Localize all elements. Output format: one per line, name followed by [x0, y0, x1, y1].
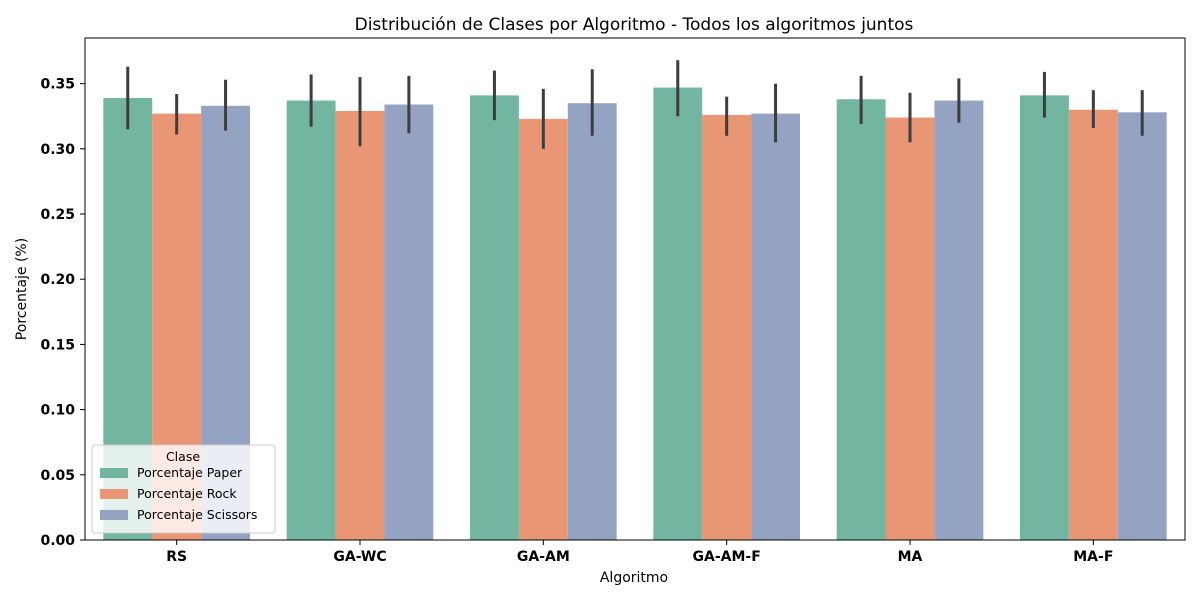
x-tick-label: GA-AM-F [693, 549, 761, 565]
legend: Clase Porcentaje Paper Porcentaje Rock Por… [91, 444, 276, 534]
y-tick-label: 0.15 [40, 337, 75, 353]
bar-ga-wc-2 [335, 111, 385, 540]
x-axis-label: Algoritmo [600, 570, 668, 586]
x-tick-label: GA-AM [517, 549, 570, 565]
bar-ga-am-f-2 [702, 114, 752, 540]
bar-ga-am-3 [567, 103, 617, 541]
bar-ma-f-2 [1068, 109, 1118, 540]
bar-ga-am-2 [518, 118, 568, 541]
bar-ma-f-3 [1117, 112, 1167, 540]
legend-title: Clase [166, 449, 200, 464]
y-axis: 0.00 0.05 0.10 0.15 0.20 0.25 0.30 0.35 [40, 77, 85, 549]
y-axis-label: Porcentaje (%) [14, 238, 30, 340]
legend-swatch-2 [100, 489, 128, 499]
error-bars-group [126, 60, 1144, 149]
bar-ma-1 [836, 99, 886, 541]
x-tick-label: RS [166, 549, 187, 565]
y-tick-label: 0.10 [40, 403, 75, 419]
y-tick-label: 0.20 [40, 272, 75, 288]
legend-swatch-1 [100, 468, 128, 478]
x-tick-label: MA-F [1073, 549, 1113, 565]
bar-ga-wc-3 [384, 104, 434, 540]
bar-ga-am-1 [470, 95, 519, 540]
bar-ma-2 [885, 117, 935, 540]
y-tick-label: 0.30 [40, 142, 75, 158]
chart-title: Distribución de Clases por Algoritmo - T… [355, 15, 914, 35]
x-tick-label: MA [898, 549, 923, 565]
y-tick-label: 0.00 [40, 533, 75, 549]
x-axis: RS GA-WC GA-AM GA-AM-F MA MA-F [166, 540, 1113, 565]
y-tick-label: 0.25 [40, 207, 75, 223]
bar-ga-am-f-3 [751, 113, 800, 540]
legend-label-3: Porcentaje Scissors [137, 507, 257, 522]
plot-frame [84, 37, 1186, 541]
bar-ga-wc-1 [286, 100, 336, 541]
legend-box [91, 444, 276, 534]
bar-ga-am-f-1 [653, 87, 703, 541]
y-tick-label: 0.05 [40, 468, 75, 484]
bar-ma-f-1 [1020, 95, 1069, 540]
bar-ma-3 [934, 100, 984, 541]
legend-label-1: Porcentaje Paper [137, 465, 243, 480]
y-tick-label: 0.35 [40, 77, 75, 93]
legend-swatch-3 [100, 510, 128, 520]
legend-label-2: Porcentaje Rock [137, 486, 237, 501]
x-tick-label: GA-WC [333, 549, 386, 565]
